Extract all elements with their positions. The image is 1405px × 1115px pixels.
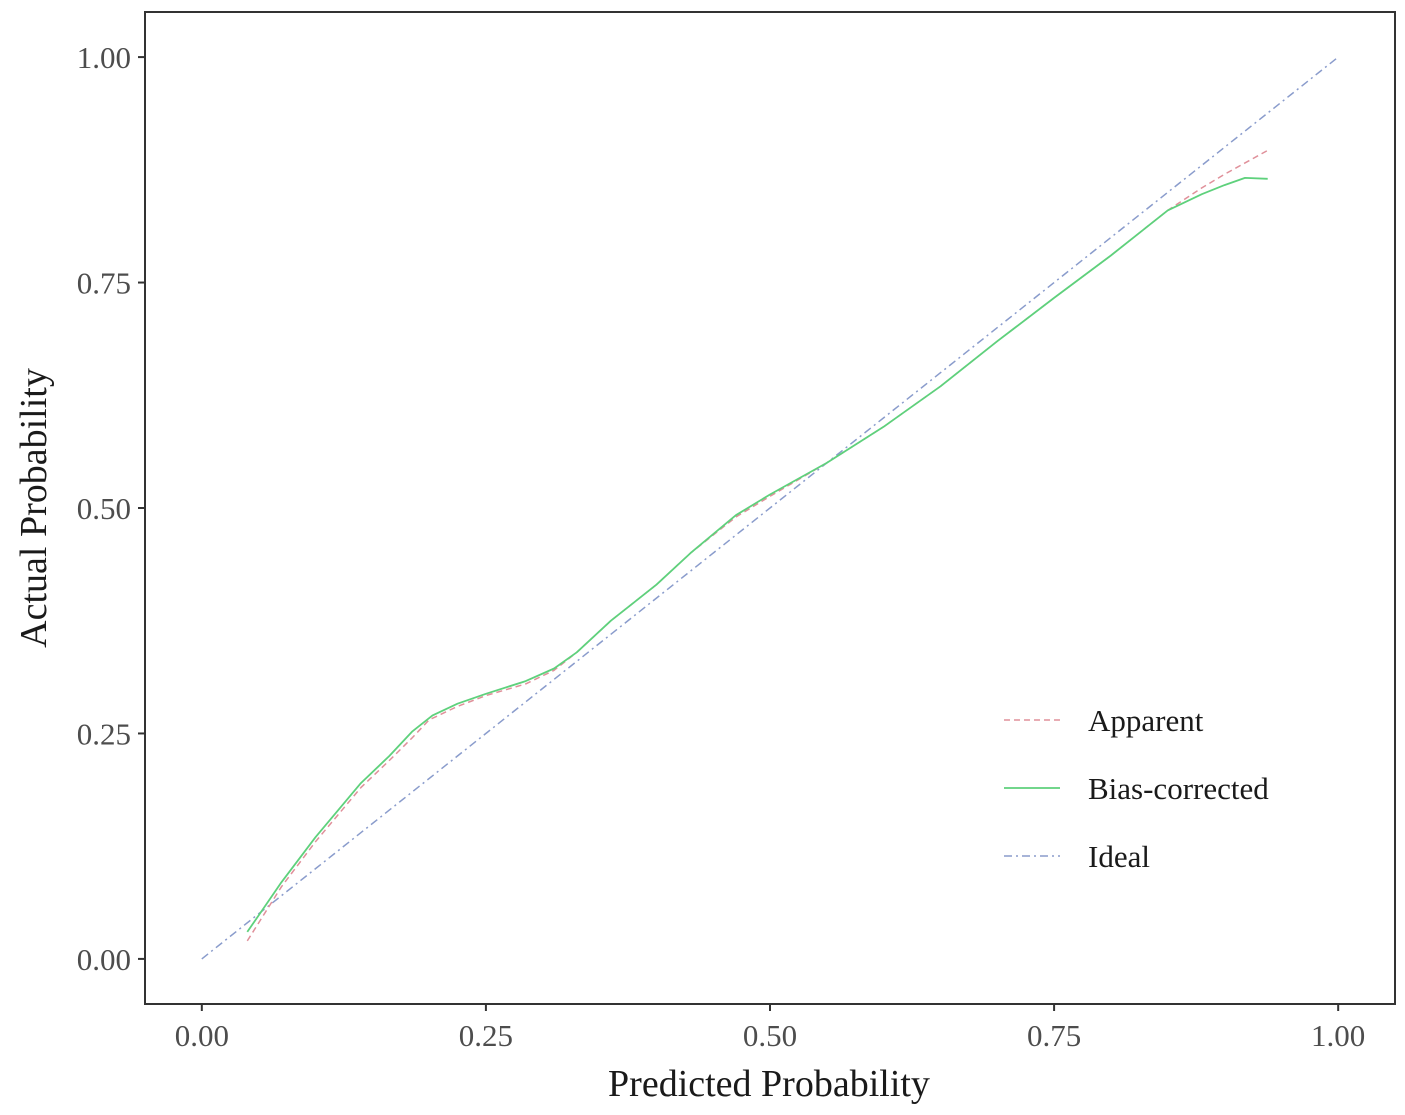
- y-tick-label: 0.25: [77, 716, 131, 751]
- legend: Apparent Bias-corrected Ideal: [1004, 703, 1269, 874]
- y-tick-label: 1.00: [77, 40, 131, 75]
- x-tick-label: 0.00: [175, 1018, 229, 1053]
- x-axis-title: Predicted Probability: [608, 1063, 930, 1105]
- y-axis-title: Actual Probability: [13, 368, 55, 648]
- series-line-apparent: [246, 148, 1271, 942]
- y-tick-label: 0.50: [77, 491, 131, 526]
- series-line-bias-corrected: [246, 176, 1268, 933]
- legend-label-apparent: Apparent: [1088, 703, 1204, 738]
- x-axis-ticks: 0.00 0.25 0.50 0.75 1.00: [175, 1004, 1365, 1053]
- series-line-ideal: [201, 56, 1339, 960]
- legend-label-ideal: Ideal: [1088, 839, 1150, 874]
- y-axis-ticks: 0.00 0.25 0.50 0.75 1.00: [77, 40, 145, 977]
- legend-label-bias-corrected: Bias-corrected: [1088, 771, 1269, 806]
- x-tick-label: 0.75: [1027, 1018, 1081, 1053]
- x-tick-label: 1.00: [1311, 1018, 1365, 1053]
- y-tick-label: 0.75: [77, 266, 131, 301]
- x-tick-label: 0.25: [459, 1018, 513, 1053]
- x-tick-label: 0.50: [743, 1018, 797, 1053]
- series-layer: [201, 56, 1339, 960]
- y-tick-label: 0.00: [77, 942, 131, 977]
